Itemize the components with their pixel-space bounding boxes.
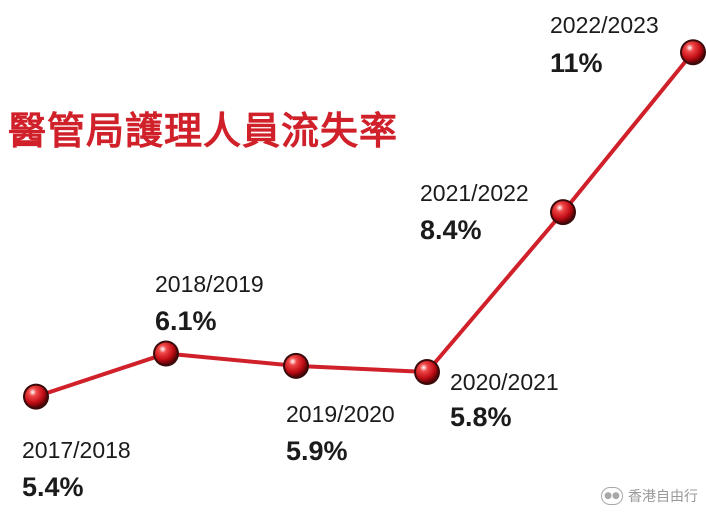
- series-line: [35, 50, 695, 399]
- data-point-2020-2021: [414, 359, 440, 385]
- data-point-2022-2023: [680, 39, 706, 66]
- category-label-2017-2018: 2017/2018: [22, 437, 131, 463]
- chart-title: 醫管局護理人員流失率: [8, 109, 399, 153]
- category-label-2021-2022: 2021/2022: [420, 180, 529, 206]
- category-label-2022-2023: 2022/2023: [550, 12, 659, 38]
- value-label-2019-2020: 5.9%: [286, 436, 348, 466]
- value-label-2021-2022: 8.4%: [420, 215, 482, 245]
- category-label-2019-2020: 2019/2020: [286, 401, 395, 427]
- watermark: ●● 香港自由行: [601, 485, 698, 507]
- data-point-2017-2018: [23, 383, 49, 410]
- value-label-2022-2023: 11%: [550, 48, 603, 78]
- value-label-2017-2018: 5.4%: [22, 472, 84, 502]
- watermark-text: 香港自由行: [628, 489, 698, 505]
- data-point-2021-2022: [550, 199, 576, 226]
- data-point-2018-2019: [153, 340, 179, 367]
- category-label-2020-2021: 2020/2021: [450, 369, 559, 395]
- wechat-icon: ●●: [601, 487, 623, 505]
- data-point-2019-2020: [283, 352, 309, 379]
- value-label-2018-2019: 6.1%: [155, 306, 217, 336]
- value-label-2020-2021: 5.8%: [450, 402, 512, 432]
- category-label-2018-2019: 2018/2019: [155, 271, 264, 297]
